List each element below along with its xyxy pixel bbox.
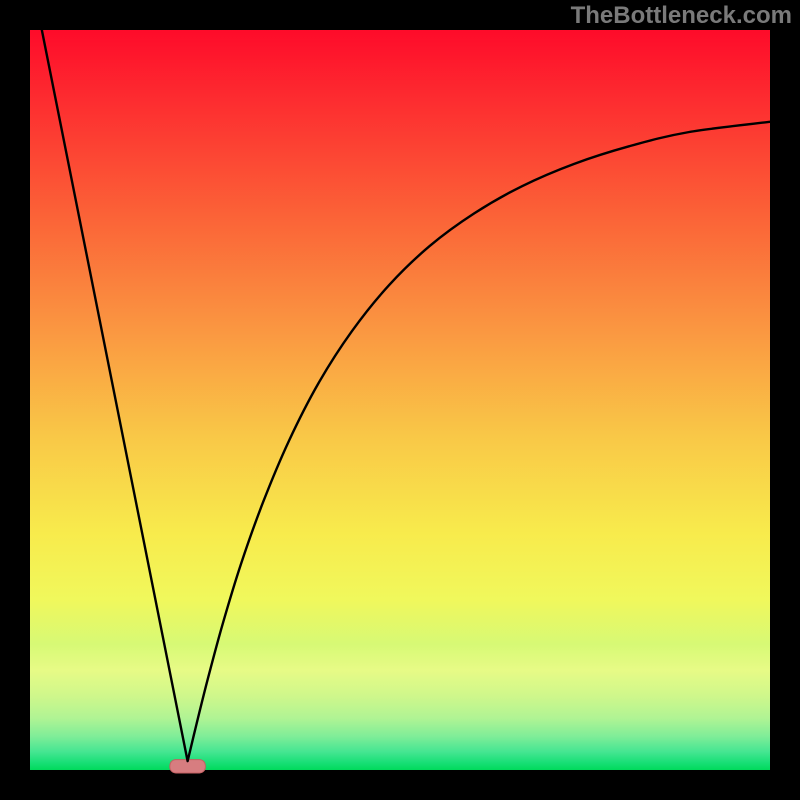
chart-svg (0, 0, 800, 800)
chart-gradient-background (30, 30, 770, 770)
bottleneck-chart-container: TheBottleneck.com (0, 0, 800, 800)
watermark-label: TheBottleneck.com (571, 2, 792, 30)
